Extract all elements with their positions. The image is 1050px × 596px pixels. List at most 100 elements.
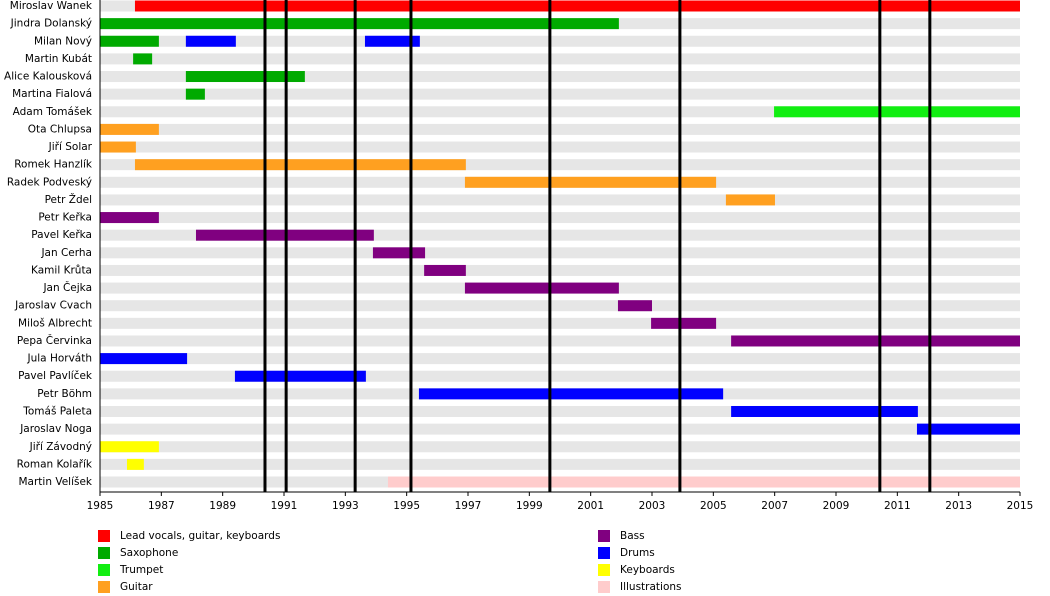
role-bar <box>464 176 717 188</box>
member-name: Ota Chlupsa <box>28 123 92 135</box>
member-name: Tomáš Paleta <box>22 405 92 417</box>
role-bar <box>100 18 619 30</box>
role-bar <box>464 282 619 294</box>
member-name: Pepa Červinka <box>17 334 92 347</box>
role-bar <box>100 123 159 135</box>
x-tick-label: 1989 <box>209 500 236 512</box>
legend-swatch <box>98 530 110 542</box>
legend-label: Bass <box>620 530 645 542</box>
x-tick-label: 1985 <box>87 500 114 512</box>
x-tick-label: 1999 <box>516 500 543 512</box>
x-tick-label: 2005 <box>700 500 727 512</box>
row-band <box>100 423 1020 435</box>
legend-swatch <box>598 581 610 593</box>
role-bar <box>100 441 159 453</box>
member-name: Petr Ždel <box>45 193 92 206</box>
legend-swatch <box>98 564 110 576</box>
role-bar <box>916 423 1020 435</box>
role-bar <box>134 0 1020 12</box>
legend-swatch <box>598 530 610 542</box>
member-name: Roman Kolařík <box>17 458 93 470</box>
row-band <box>100 247 1020 259</box>
legend-label: Guitar <box>120 581 153 593</box>
row-band <box>100 317 1020 329</box>
legend-label: Trumpet <box>119 564 163 576</box>
row-band <box>100 370 1020 382</box>
x-tick-label: 2007 <box>761 500 788 512</box>
role-bar <box>418 388 724 400</box>
member-name: Miroslav Wanek <box>10 0 93 12</box>
row-band <box>100 441 1020 453</box>
row-band <box>100 458 1020 470</box>
member-name: Martin Velíšek <box>18 476 92 488</box>
legend-label: Lead vocals, guitar, keyboards <box>120 530 280 542</box>
x-tick-label: 2009 <box>823 500 850 512</box>
role-bar <box>185 35 236 47</box>
role-bar <box>725 194 775 206</box>
role-bar <box>126 458 144 470</box>
member-name: Radek Podveský <box>7 176 92 188</box>
row-band <box>100 53 1020 65</box>
member-name: Jaroslav Noga <box>19 423 92 435</box>
legend-swatch <box>598 564 610 576</box>
role-bar <box>731 335 1020 347</box>
member-name: Petr Keřka <box>38 212 92 224</box>
row-band <box>100 88 1020 100</box>
role-bar <box>617 300 652 312</box>
row-band <box>100 35 1020 47</box>
role-bar <box>387 476 1021 488</box>
role-bar <box>100 212 159 224</box>
member-name: Petr Böhm <box>37 388 92 400</box>
x-tick-label: 2011 <box>884 500 911 512</box>
row-band <box>100 335 1020 347</box>
member-name: Jula Horváth <box>27 353 93 365</box>
x-tick-label: 1993 <box>332 500 359 512</box>
member-name: Jiří Solar <box>48 141 93 153</box>
member-name: Martin Kubát <box>25 53 92 65</box>
legend-label: Drums <box>620 547 655 559</box>
x-tick-label: 1995 <box>393 500 420 512</box>
x-tick-label: 2013 <box>945 500 972 512</box>
role-bar <box>372 247 426 259</box>
member-name: Pavel Pavlíček <box>18 370 93 382</box>
row-band <box>100 405 1020 417</box>
x-tick-label: 1997 <box>455 500 482 512</box>
role-bar <box>100 141 136 153</box>
legend-label: Keyboards <box>620 564 675 576</box>
row-band <box>100 229 1020 241</box>
x-tick-label: 2001 <box>577 500 604 512</box>
row-band <box>100 123 1020 135</box>
member-name: Jaroslav Cvach <box>14 300 92 312</box>
member-name: Miloš Albrecht <box>18 317 92 329</box>
member-name: Jindra Dolanský <box>10 18 92 30</box>
role-bar <box>651 317 717 329</box>
row-band <box>100 141 1020 153</box>
role-bar <box>731 405 918 417</box>
member-name: Kamil Krůta <box>31 264 92 276</box>
member-name: Romek Hanzlík <box>14 159 93 171</box>
role-bar <box>185 88 205 100</box>
role-bar <box>185 71 305 83</box>
row-band <box>100 106 1020 118</box>
row-band <box>100 194 1020 206</box>
row-band <box>100 300 1020 312</box>
role-bar <box>234 370 366 382</box>
row-band <box>100 159 1020 171</box>
legend-swatch <box>598 547 610 559</box>
x-tick-label: 2015 <box>1007 500 1034 512</box>
member-name: Jan Čejka <box>42 281 92 294</box>
legend-swatch <box>98 581 110 593</box>
member-name: Adam Tomášek <box>13 106 93 118</box>
role-bar <box>424 264 466 276</box>
member-name: Jiří Závodný <box>29 441 92 453</box>
row-band <box>100 353 1020 365</box>
member-name: Pavel Keřka <box>31 229 92 241</box>
row-band <box>100 264 1020 276</box>
role-bar <box>364 35 420 47</box>
row-band <box>100 212 1020 224</box>
member-name: Alice Kalousková <box>4 71 92 83</box>
legend-swatch <box>98 547 110 559</box>
role-bar <box>133 53 153 65</box>
member-name: Martina Fialová <box>12 88 92 100</box>
